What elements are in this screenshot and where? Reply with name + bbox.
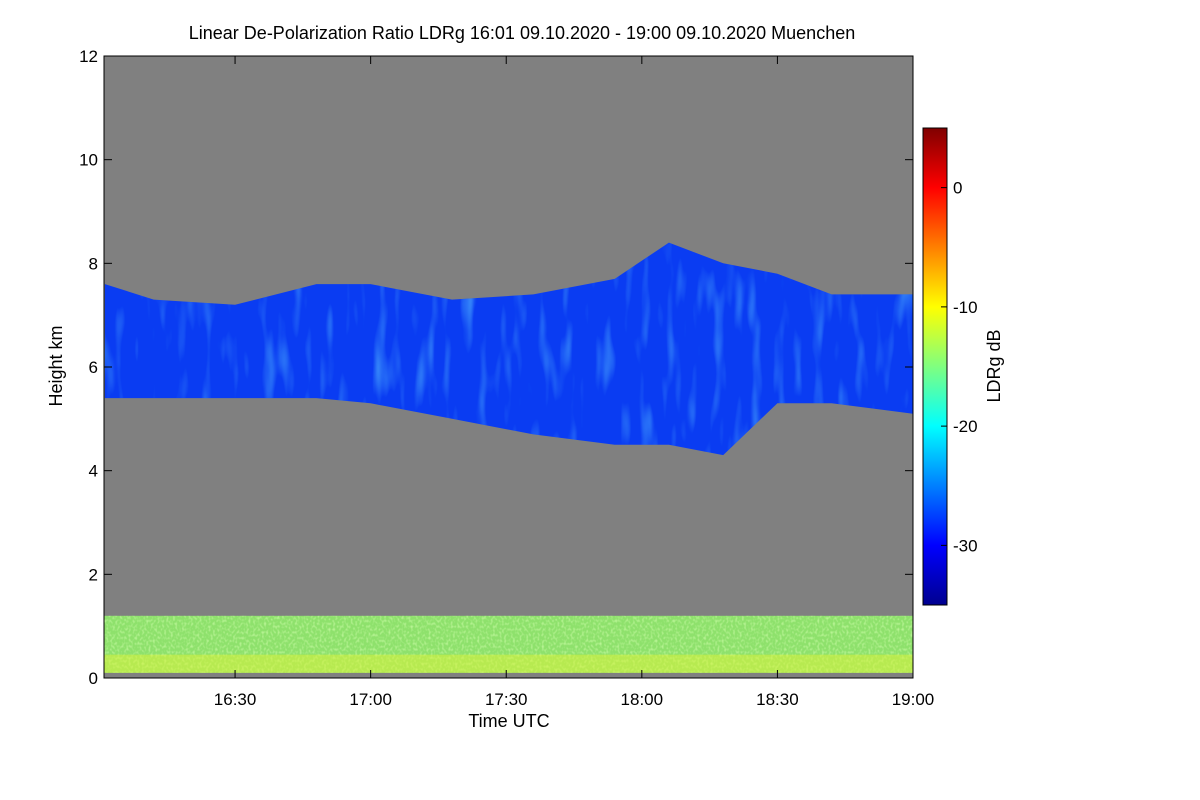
colorbar-tick-label: -10	[953, 298, 978, 317]
y-tick-label: 8	[89, 254, 98, 273]
y-tick-label: 10	[79, 151, 98, 170]
y-tick-label: 12	[79, 47, 98, 66]
x-tick-label: 18:30	[756, 690, 799, 709]
y-tick-label: 2	[89, 565, 98, 584]
x-tick-label: 16:30	[214, 690, 257, 709]
y-axis-title: Height km	[46, 325, 66, 406]
axes: 16:30 17:00 17:30 18:00 18:30 19:00 0 2 4 6 8 10 12	[79, 47, 934, 709]
plot-area	[104, 56, 913, 678]
colorbar-title: LDRg dB	[984, 329, 1004, 402]
x-tick-label: 19:00	[892, 690, 935, 709]
colorbar-tick-label: -30	[953, 536, 978, 555]
x-tick-label: 18:00	[621, 690, 664, 709]
x-tick-label: 17:00	[349, 690, 392, 709]
y-tick-label: 6	[89, 358, 98, 377]
colorbar-tick-label: 0	[953, 179, 962, 198]
y-tick-label: 0	[89, 669, 98, 688]
cirrus-cloud-texture	[104, 242, 913, 456]
x-axis-title: Time UTC	[468, 711, 549, 731]
y-tick-label: 4	[89, 462, 98, 481]
chart-title: Linear De-Polarization Ratio LDRg 16:01 …	[189, 23, 855, 43]
boundary-layer-lower-band	[104, 654, 913, 673]
colorbar-gradient	[922, 127, 948, 606]
colorbar: 0 -10 -20 -30	[922, 127, 978, 606]
colorbar-tick-label: -20	[953, 417, 978, 436]
x-tick-label: 17:30	[485, 690, 528, 709]
